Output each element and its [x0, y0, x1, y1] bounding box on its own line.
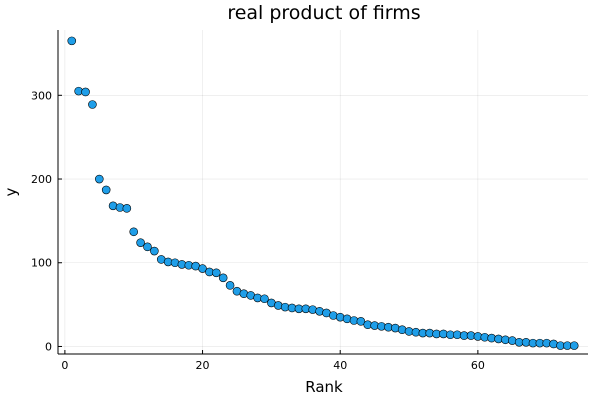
data-point — [81, 87, 90, 97]
y-tick-label: 300 — [31, 89, 52, 102]
axes — [57, 30, 588, 355]
data-point — [198, 264, 207, 273]
data-point — [101, 185, 111, 195]
chart-title: real product of firms — [227, 2, 420, 24]
y-tick-label: 200 — [31, 173, 52, 186]
data-point — [122, 204, 132, 213]
x-tick-label: 20 — [196, 359, 210, 372]
data-point — [260, 294, 269, 304]
data-point — [94, 174, 104, 184]
x-tick-label: 40 — [333, 359, 347, 372]
y-tick-label: 0 — [45, 340, 52, 353]
x-tick-label: 60 — [471, 359, 485, 372]
data-point — [569, 341, 579, 350]
x-axis-label: Rank — [305, 378, 343, 396]
data-points — [67, 36, 579, 350]
data-point — [356, 317, 366, 326]
grid-lines — [58, 30, 588, 354]
data-point — [67, 36, 77, 46]
data-point — [129, 227, 139, 237]
data-point — [136, 238, 145, 247]
data-point — [212, 268, 221, 278]
data-point — [143, 242, 152, 252]
y-tick-label: 100 — [31, 257, 52, 270]
data-point — [150, 246, 159, 256]
data-point — [88, 100, 97, 109]
data-point — [218, 273, 228, 283]
x-tick-label: 0 — [61, 359, 68, 372]
data-point — [225, 281, 235, 290]
y-axis-label: y — [2, 187, 20, 196]
tick-labels: 0 20 40 60 0 100 200 300 — [31, 89, 485, 372]
